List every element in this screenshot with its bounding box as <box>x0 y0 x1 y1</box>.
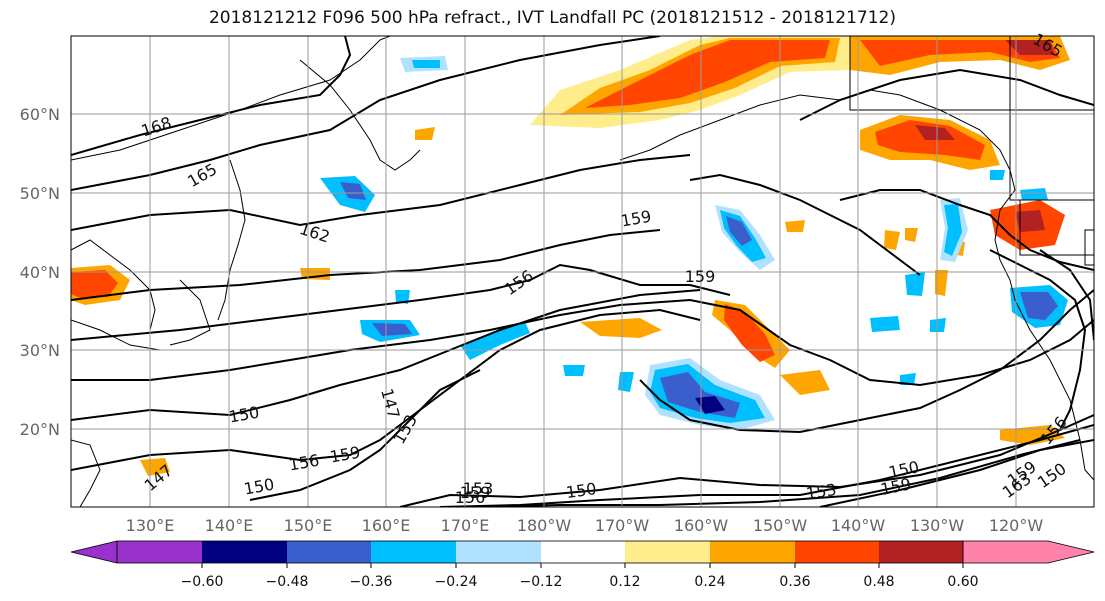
lon-label: 130°E <box>126 516 175 535</box>
lon-label: 160°E <box>362 516 411 535</box>
colorbar-segment <box>456 541 541 563</box>
lon-label: 120°W <box>989 516 1044 535</box>
colorbar-segment <box>795 541 879 563</box>
colorbar-segment <box>371 541 456 563</box>
contour-label: 153 <box>805 480 838 503</box>
lon-label: 180°W <box>517 516 572 535</box>
colorbar-tick-label: −0.12 <box>520 574 563 590</box>
colorbar-segment <box>879 541 963 563</box>
lon-label: 140°E <box>205 516 254 535</box>
colorbar-tick-label: 0.24 <box>694 574 725 590</box>
lat-label: 40°N <box>20 263 60 282</box>
negative-anomaly-shading <box>320 56 1068 430</box>
map-layers <box>71 36 1094 507</box>
positive-anomaly-shading <box>71 36 1070 476</box>
plot-frame <box>70 35 1095 508</box>
coastlines <box>71 36 1094 507</box>
colorbar-outline <box>116 540 964 564</box>
colorbar-extend-low <box>70 540 118 564</box>
lat-label: 60°N <box>20 105 60 124</box>
colorbar-ticks <box>201 563 964 568</box>
lon-label: 170°E <box>441 516 490 535</box>
colorbar-tick-label: 0.48 <box>863 574 894 590</box>
lon-label: 140°W <box>831 516 886 535</box>
colorbar-tick-label: −0.24 <box>435 574 478 590</box>
contour-label: 150 <box>565 479 598 502</box>
contour-label: 153 <box>463 479 494 498</box>
lon-label: 160°W <box>674 516 729 535</box>
contour-label: 159 <box>460 483 491 502</box>
colorbar-tick-label: 0.12 <box>609 574 640 590</box>
colorbar-extend-high <box>962 540 1095 564</box>
colorbar-segment <box>710 541 795 563</box>
contour-label: 159 <box>685 267 716 286</box>
lat-label: 20°N <box>20 420 60 439</box>
colorbar-segment <box>287 541 371 563</box>
colorbar-tick-label: 0.36 <box>779 574 810 590</box>
latitude-labels: 60°N 50°N 40°N 30°N 20°N <box>20 105 60 439</box>
colorbar: −0.60 −0.48 −0.36 −0.24 −0.12 0.12 0.24 … <box>70 540 1095 590</box>
lon-label: 130°W <box>910 516 965 535</box>
colorbar-tick-label: −0.48 <box>266 574 309 590</box>
lon-label: 150°E <box>284 516 333 535</box>
lon-label: 170°W <box>595 516 650 535</box>
lon-label: 150°W <box>753 516 808 535</box>
colorbar-segment <box>541 541 625 563</box>
lat-label: 50°N <box>20 184 60 203</box>
map-title: 2018121212 F096 500 hPa refract., IVT La… <box>208 8 896 28</box>
colorbar-segment <box>117 541 202 563</box>
longitude-labels: 130°E 140°E 150°E 160°E 170°E 180°W 170°… <box>126 516 1044 535</box>
gridlines <box>71 36 1094 507</box>
lat-label: 30°N <box>20 341 60 360</box>
colorbar-tick-label: −0.36 <box>350 574 393 590</box>
colorbar-segment <box>202 541 287 563</box>
colorbar-segment <box>625 541 710 563</box>
colorbar-tick-label: 0.60 <box>947 574 978 590</box>
contour-label: 156 <box>455 488 486 507</box>
colorbar-tick-label: −0.60 <box>181 574 224 590</box>
